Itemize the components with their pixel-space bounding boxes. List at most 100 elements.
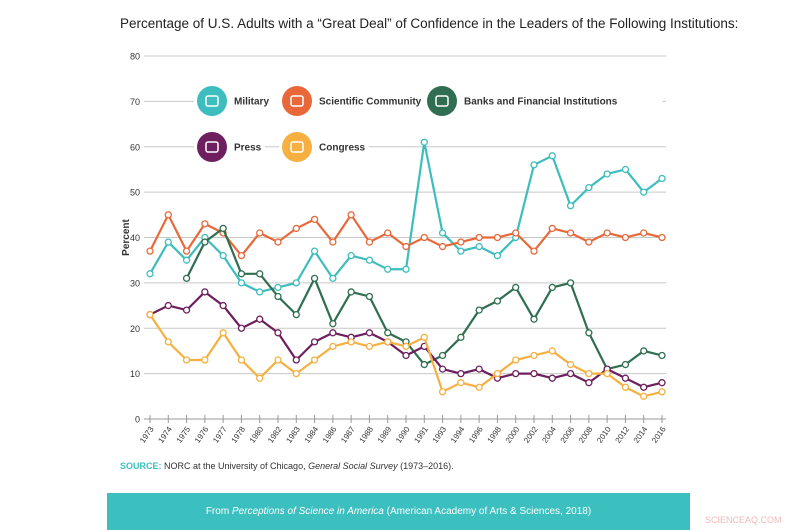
data-point	[585, 238, 593, 246]
helmet-icon	[197, 86, 227, 116]
data-point	[256, 374, 264, 382]
data-point	[548, 374, 556, 382]
data-point	[384, 329, 392, 337]
x-tick-label: 1987	[339, 425, 357, 445]
data-point	[512, 229, 520, 237]
data-point	[164, 338, 172, 346]
data-point	[548, 347, 556, 355]
y-tick-label: 0	[135, 415, 140, 425]
x-tick-label: 1973	[138, 425, 156, 445]
data-point	[219, 301, 227, 310]
data-point	[438, 388, 447, 396]
x-tick-label: 1983	[284, 425, 302, 445]
data-point	[640, 392, 648, 400]
x-tick-label: 1993	[431, 425, 449, 445]
data-point	[329, 342, 337, 351]
data-point	[603, 170, 611, 178]
data-point	[566, 279, 575, 287]
data-point	[274, 356, 282, 364]
y-tick-label: 50	[130, 188, 140, 198]
data-point	[420, 138, 428, 146]
data-point	[493, 233, 502, 242]
x-tick-label: 1991	[412, 425, 430, 445]
data-point	[182, 256, 191, 264]
data-point	[530, 351, 538, 360]
data-point	[438, 229, 447, 237]
y-axis-label: Percent	[121, 218, 132, 255]
legend-label: Scientific Community	[319, 97, 422, 108]
data-point	[365, 329, 374, 337]
data-point	[329, 274, 337, 282]
data-point	[438, 365, 447, 373]
newspaper-icon	[197, 132, 227, 162]
data-point	[347, 288, 355, 296]
data-point	[274, 238, 282, 246]
data-point	[365, 238, 374, 246]
data-point	[585, 183, 593, 192]
x-tick-label: 1988	[357, 425, 375, 445]
footer-text: From	[205, 506, 232, 517]
x-tick-label: 1990	[394, 425, 412, 445]
x-tick-label: 2000	[504, 425, 522, 445]
data-point	[237, 279, 246, 287]
source-label: SOURCE:	[120, 461, 162, 471]
data-point	[457, 238, 465, 246]
data-point	[438, 242, 447, 251]
data-point	[237, 324, 246, 332]
data-point	[475, 365, 483, 373]
y-tick-label: 60	[130, 142, 140, 152]
data-point	[420, 333, 428, 341]
data-point	[201, 356, 209, 364]
data-point	[621, 360, 630, 369]
data-point	[384, 229, 392, 237]
data-point	[530, 369, 538, 378]
data-point	[475, 233, 483, 242]
data-point	[566, 229, 575, 237]
x-tick-label: 1977	[211, 425, 229, 445]
x-tick-label: 2014	[632, 425, 650, 445]
data-point	[219, 329, 227, 337]
data-point	[347, 338, 355, 346]
bank-icon-glyph	[435, 95, 449, 107]
data-point	[146, 247, 154, 255]
data-point	[402, 242, 410, 251]
data-point	[548, 152, 556, 160]
data-point	[548, 224, 556, 233]
data-point	[164, 211, 172, 219]
legend-item: Press	[194, 132, 265, 162]
x-tick-label: 1978	[229, 425, 247, 445]
data-point	[292, 310, 300, 319]
data-point	[164, 238, 172, 246]
x-tick-label: 1989	[376, 425, 394, 445]
data-point	[292, 279, 300, 287]
data-point	[566, 369, 575, 378]
data-point	[658, 351, 666, 360]
data-point	[493, 369, 502, 378]
helmet-icon-glyph	[205, 95, 219, 107]
data-point	[438, 351, 447, 360]
y-tick-label: 20	[130, 324, 140, 334]
data-point	[384, 265, 392, 273]
series-scientific-community	[146, 211, 666, 260]
data-point	[182, 274, 191, 282]
data-point	[310, 356, 319, 364]
x-tick-label: 1974	[156, 425, 174, 445]
data-point	[621, 383, 630, 391]
data-point	[621, 374, 630, 382]
x-tick-label: 2010	[595, 425, 613, 445]
data-point	[530, 315, 538, 323]
data-point	[256, 270, 264, 278]
flask-icon-glyph	[290, 95, 304, 107]
footer-publisher: (American Academy of Arts & Sciences, 20…	[383, 506, 592, 517]
data-point	[182, 306, 191, 314]
data-point	[292, 224, 300, 233]
data-point	[585, 369, 593, 378]
data-point	[219, 251, 227, 260]
data-point	[548, 283, 556, 292]
data-point	[566, 360, 575, 369]
data-point	[603, 229, 611, 237]
y-tick-label: 70	[130, 97, 140, 107]
data-point	[182, 247, 191, 255]
y-tick-label: 40	[130, 233, 140, 243]
bank-icon	[427, 86, 457, 116]
